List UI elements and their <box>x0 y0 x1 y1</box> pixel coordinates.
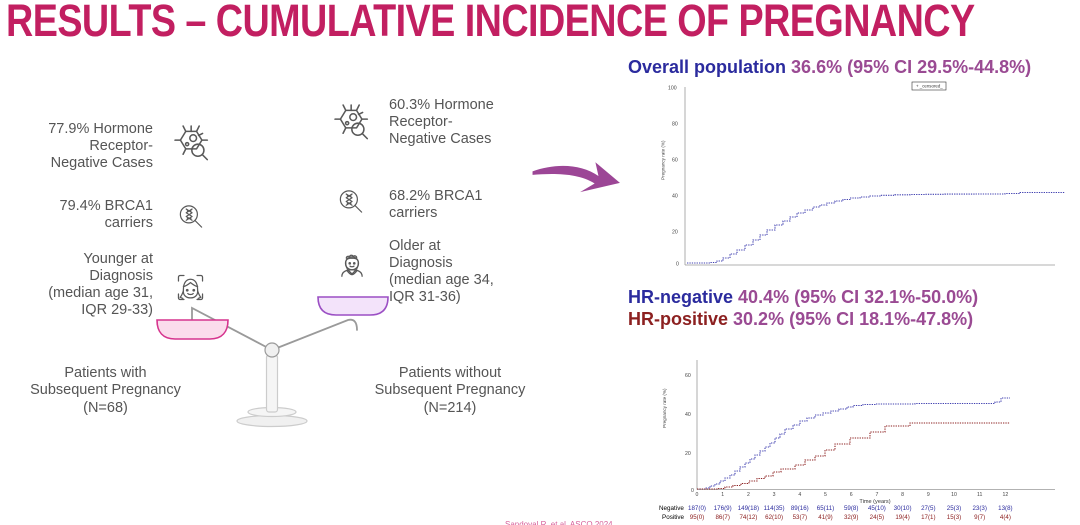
svg-text:Pregnancy rate (%): Pregnancy rate (%) <box>662 388 667 428</box>
svg-text:5: 5 <box>824 492 827 498</box>
svg-text:0: 0 <box>676 262 679 268</box>
svg-text:Pregnancy rate (%): Pregnancy rate (%) <box>661 140 666 180</box>
svg-text:60: 60 <box>672 158 678 164</box>
svg-text:100: 100 <box>668 86 677 92</box>
svg-text:20: 20 <box>685 451 691 457</box>
svg-text:80: 80 <box>672 122 678 128</box>
svg-text:3: 3 <box>773 492 776 498</box>
svg-text:8: 8 <box>901 492 904 498</box>
svg-text:2: 2 <box>747 492 750 498</box>
svg-text:40: 40 <box>672 194 678 200</box>
svg-text:0: 0 <box>696 492 699 498</box>
svg-text:+ _censored_: + _censored_ <box>916 84 943 89</box>
svg-text:20: 20 <box>672 230 678 236</box>
svg-text:10: 10 <box>951 492 957 498</box>
svg-text:0: 0 <box>691 488 694 494</box>
svg-text:40: 40 <box>685 412 691 418</box>
svg-text:60: 60 <box>685 373 691 379</box>
svg-text:1: 1 <box>721 492 724 498</box>
svg-text:11: 11 <box>977 492 982 498</box>
svg-text:12: 12 <box>1003 492 1009 498</box>
svg-text:9: 9 <box>927 492 930 498</box>
svg-text:7: 7 <box>875 492 878 498</box>
svg-text:4: 4 <box>798 492 801 498</box>
svg-text:6: 6 <box>850 492 853 498</box>
